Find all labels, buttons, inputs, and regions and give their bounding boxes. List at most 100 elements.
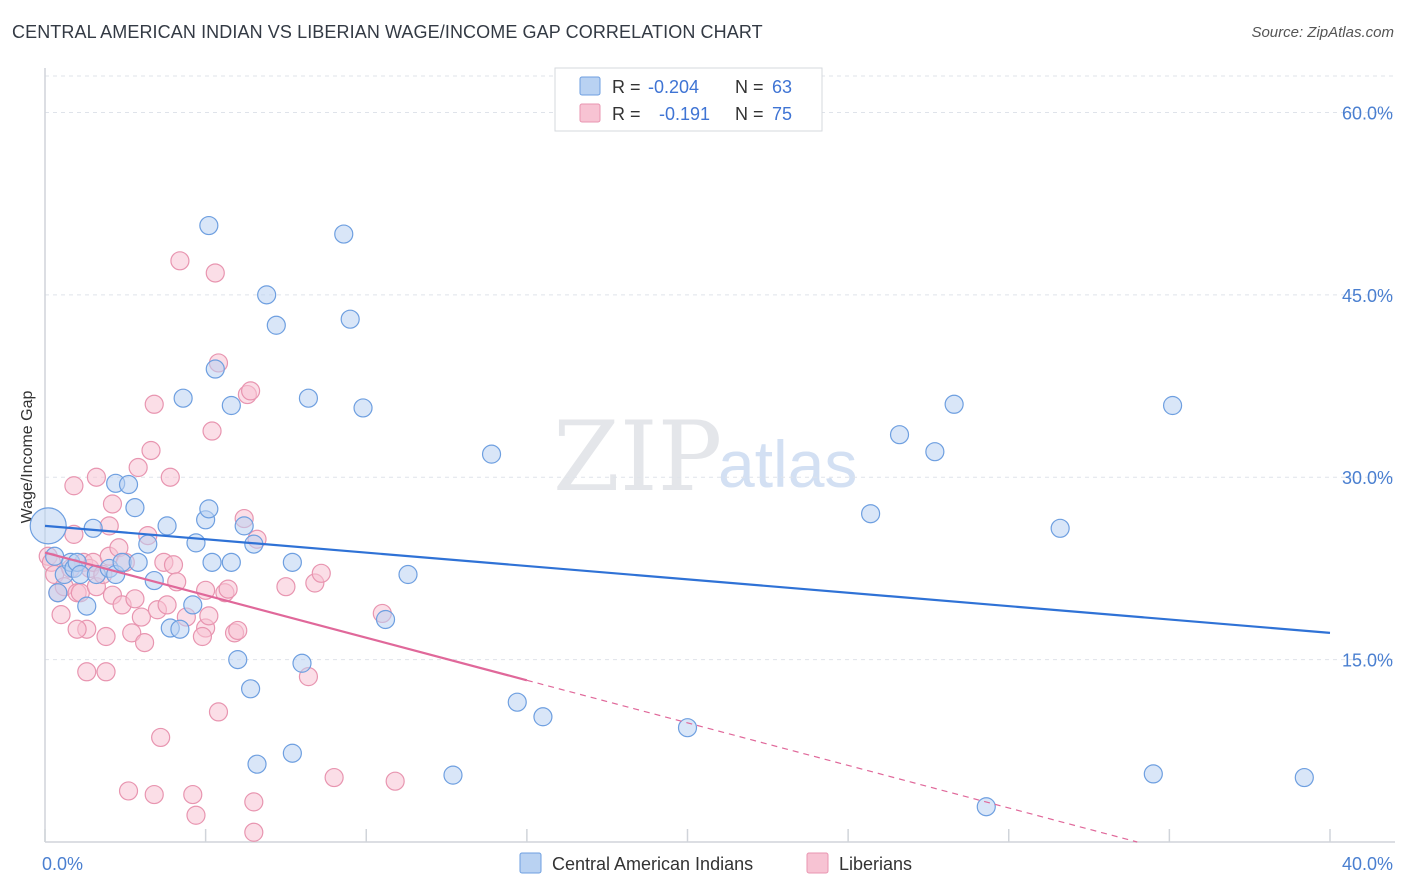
point-central-american-indians	[202, 552, 222, 572]
y-tick-label: 30.0%	[1342, 468, 1393, 488]
point-central-american-indians	[398, 564, 418, 585]
point-liberians	[144, 784, 164, 805]
legend-r-value-blue: -0.204	[648, 77, 699, 97]
point-central-american-indians	[247, 754, 267, 774]
point-central-american-indians	[443, 765, 463, 785]
point-liberians	[64, 524, 84, 544]
point-liberians	[144, 394, 164, 414]
point-liberians	[134, 632, 155, 653]
point-liberians	[122, 623, 142, 643]
point-central-american-indians	[481, 444, 502, 464]
point-liberians	[77, 662, 97, 682]
point-central-american-indians	[976, 797, 996, 817]
bottom-legend-label-pink: Liberians	[839, 854, 912, 874]
y-tick-label: 45.0%	[1342, 286, 1393, 306]
point-central-american-indians	[257, 285, 277, 305]
legend-n-value-blue: 63	[772, 77, 792, 97]
point-central-american-indians	[183, 595, 203, 615]
point-central-american-indians	[241, 679, 261, 699]
trend-line-solid-1	[44, 551, 528, 682]
point-central-american-indians	[228, 650, 248, 670]
point-central-american-indians	[889, 425, 910, 445]
chart-source: Source: ZipAtlas.com	[1251, 24, 1394, 41]
watermark-zip: ZIP	[553, 401, 722, 513]
point-liberians	[64, 476, 84, 496]
point-central-american-indians	[118, 474, 139, 495]
x-tick-label-max: 40.0%	[1342, 854, 1393, 874]
point-central-american-indians	[170, 619, 190, 639]
point-central-american-indians	[292, 653, 312, 673]
point-central-american-indians	[221, 395, 241, 416]
point-central-american-indians	[282, 552, 302, 572]
point-liberians	[170, 251, 190, 271]
point-liberians	[183, 784, 203, 805]
y-tick-label: 60.0%	[1342, 103, 1393, 123]
point-liberians	[118, 781, 139, 801]
point-central-american-indians	[186, 533, 206, 553]
point-central-american-indians	[112, 552, 132, 572]
points-layer	[29, 215, 1314, 842]
point-central-american-indians	[298, 388, 319, 408]
point-liberians	[128, 457, 148, 478]
point-liberians	[102, 494, 123, 514]
bottom-legend-swatch-blue	[519, 852, 542, 874]
point-central-american-indians	[1143, 764, 1163, 784]
legend-n-label-pink: N =	[735, 104, 764, 124]
point-liberians	[160, 467, 180, 487]
point-central-american-indians	[221, 552, 241, 572]
point-liberians	[244, 822, 264, 842]
x-tick-label-min: 0.0%	[42, 854, 83, 874]
point-liberians	[141, 440, 161, 461]
point-liberians	[228, 620, 248, 641]
point-central-american-indians	[199, 215, 219, 236]
bottom-legend-swatch-pink	[806, 852, 829, 874]
legend-swatch-blue	[579, 76, 601, 96]
point-central-american-indians	[77, 596, 97, 616]
point-liberians	[385, 771, 405, 791]
point-central-american-indians	[282, 743, 302, 763]
point-central-american-indians	[128, 552, 148, 572]
legend-n-value-pink: 75	[772, 104, 792, 124]
point-liberians	[96, 626, 116, 647]
point-central-american-indians	[925, 442, 945, 462]
y-axis-label: Wage/Income Gap	[19, 391, 36, 524]
point-central-american-indians	[173, 388, 193, 408]
point-liberians	[241, 381, 261, 401]
point-central-american-indians	[48, 583, 68, 603]
point-liberians	[131, 607, 151, 627]
trend-line-dashed-1	[526, 679, 1138, 843]
point-central-american-indians	[677, 718, 698, 738]
point-central-american-indians	[1162, 395, 1183, 416]
point-central-american-indians	[199, 499, 219, 519]
point-liberians	[324, 767, 344, 788]
point-liberians	[125, 589, 145, 609]
legend-r-label-pink: R =	[612, 104, 641, 124]
point-central-american-indians	[125, 498, 145, 518]
point-central-american-indians	[1050, 518, 1070, 538]
legend-r-label-blue: R =	[612, 77, 641, 97]
point-central-american-indians	[138, 534, 158, 554]
point-liberians	[186, 805, 206, 825]
legend-n-label-blue: N =	[735, 77, 764, 97]
bottom-legend-label-blue: Central American Indians	[552, 854, 753, 874]
point-liberians	[163, 555, 184, 575]
y-tick-labels: 15.0% 30.0% 45.0% 60.0%	[1342, 103, 1393, 670]
y-tick-label: 15.0%	[1342, 651, 1393, 671]
point-liberians	[205, 263, 225, 283]
point-central-american-indians	[1294, 767, 1314, 788]
point-liberians	[208, 702, 229, 722]
trend-line-solid-0	[44, 524, 1331, 634]
point-liberians	[157, 595, 177, 615]
point-liberians	[86, 467, 107, 487]
point-central-american-indians	[507, 692, 527, 712]
point-liberians	[311, 563, 331, 583]
chart-title: CENTRAL AMERICAN INDIAN VS LIBERIAN WAGE…	[12, 22, 763, 42]
point-liberians	[151, 727, 171, 748]
legend-swatch-pink	[579, 103, 601, 123]
point-central-american-indians	[205, 359, 225, 379]
point-liberians	[218, 579, 238, 599]
point-liberians	[202, 421, 222, 441]
point-liberians	[192, 626, 213, 647]
point-central-american-indians	[70, 564, 90, 585]
